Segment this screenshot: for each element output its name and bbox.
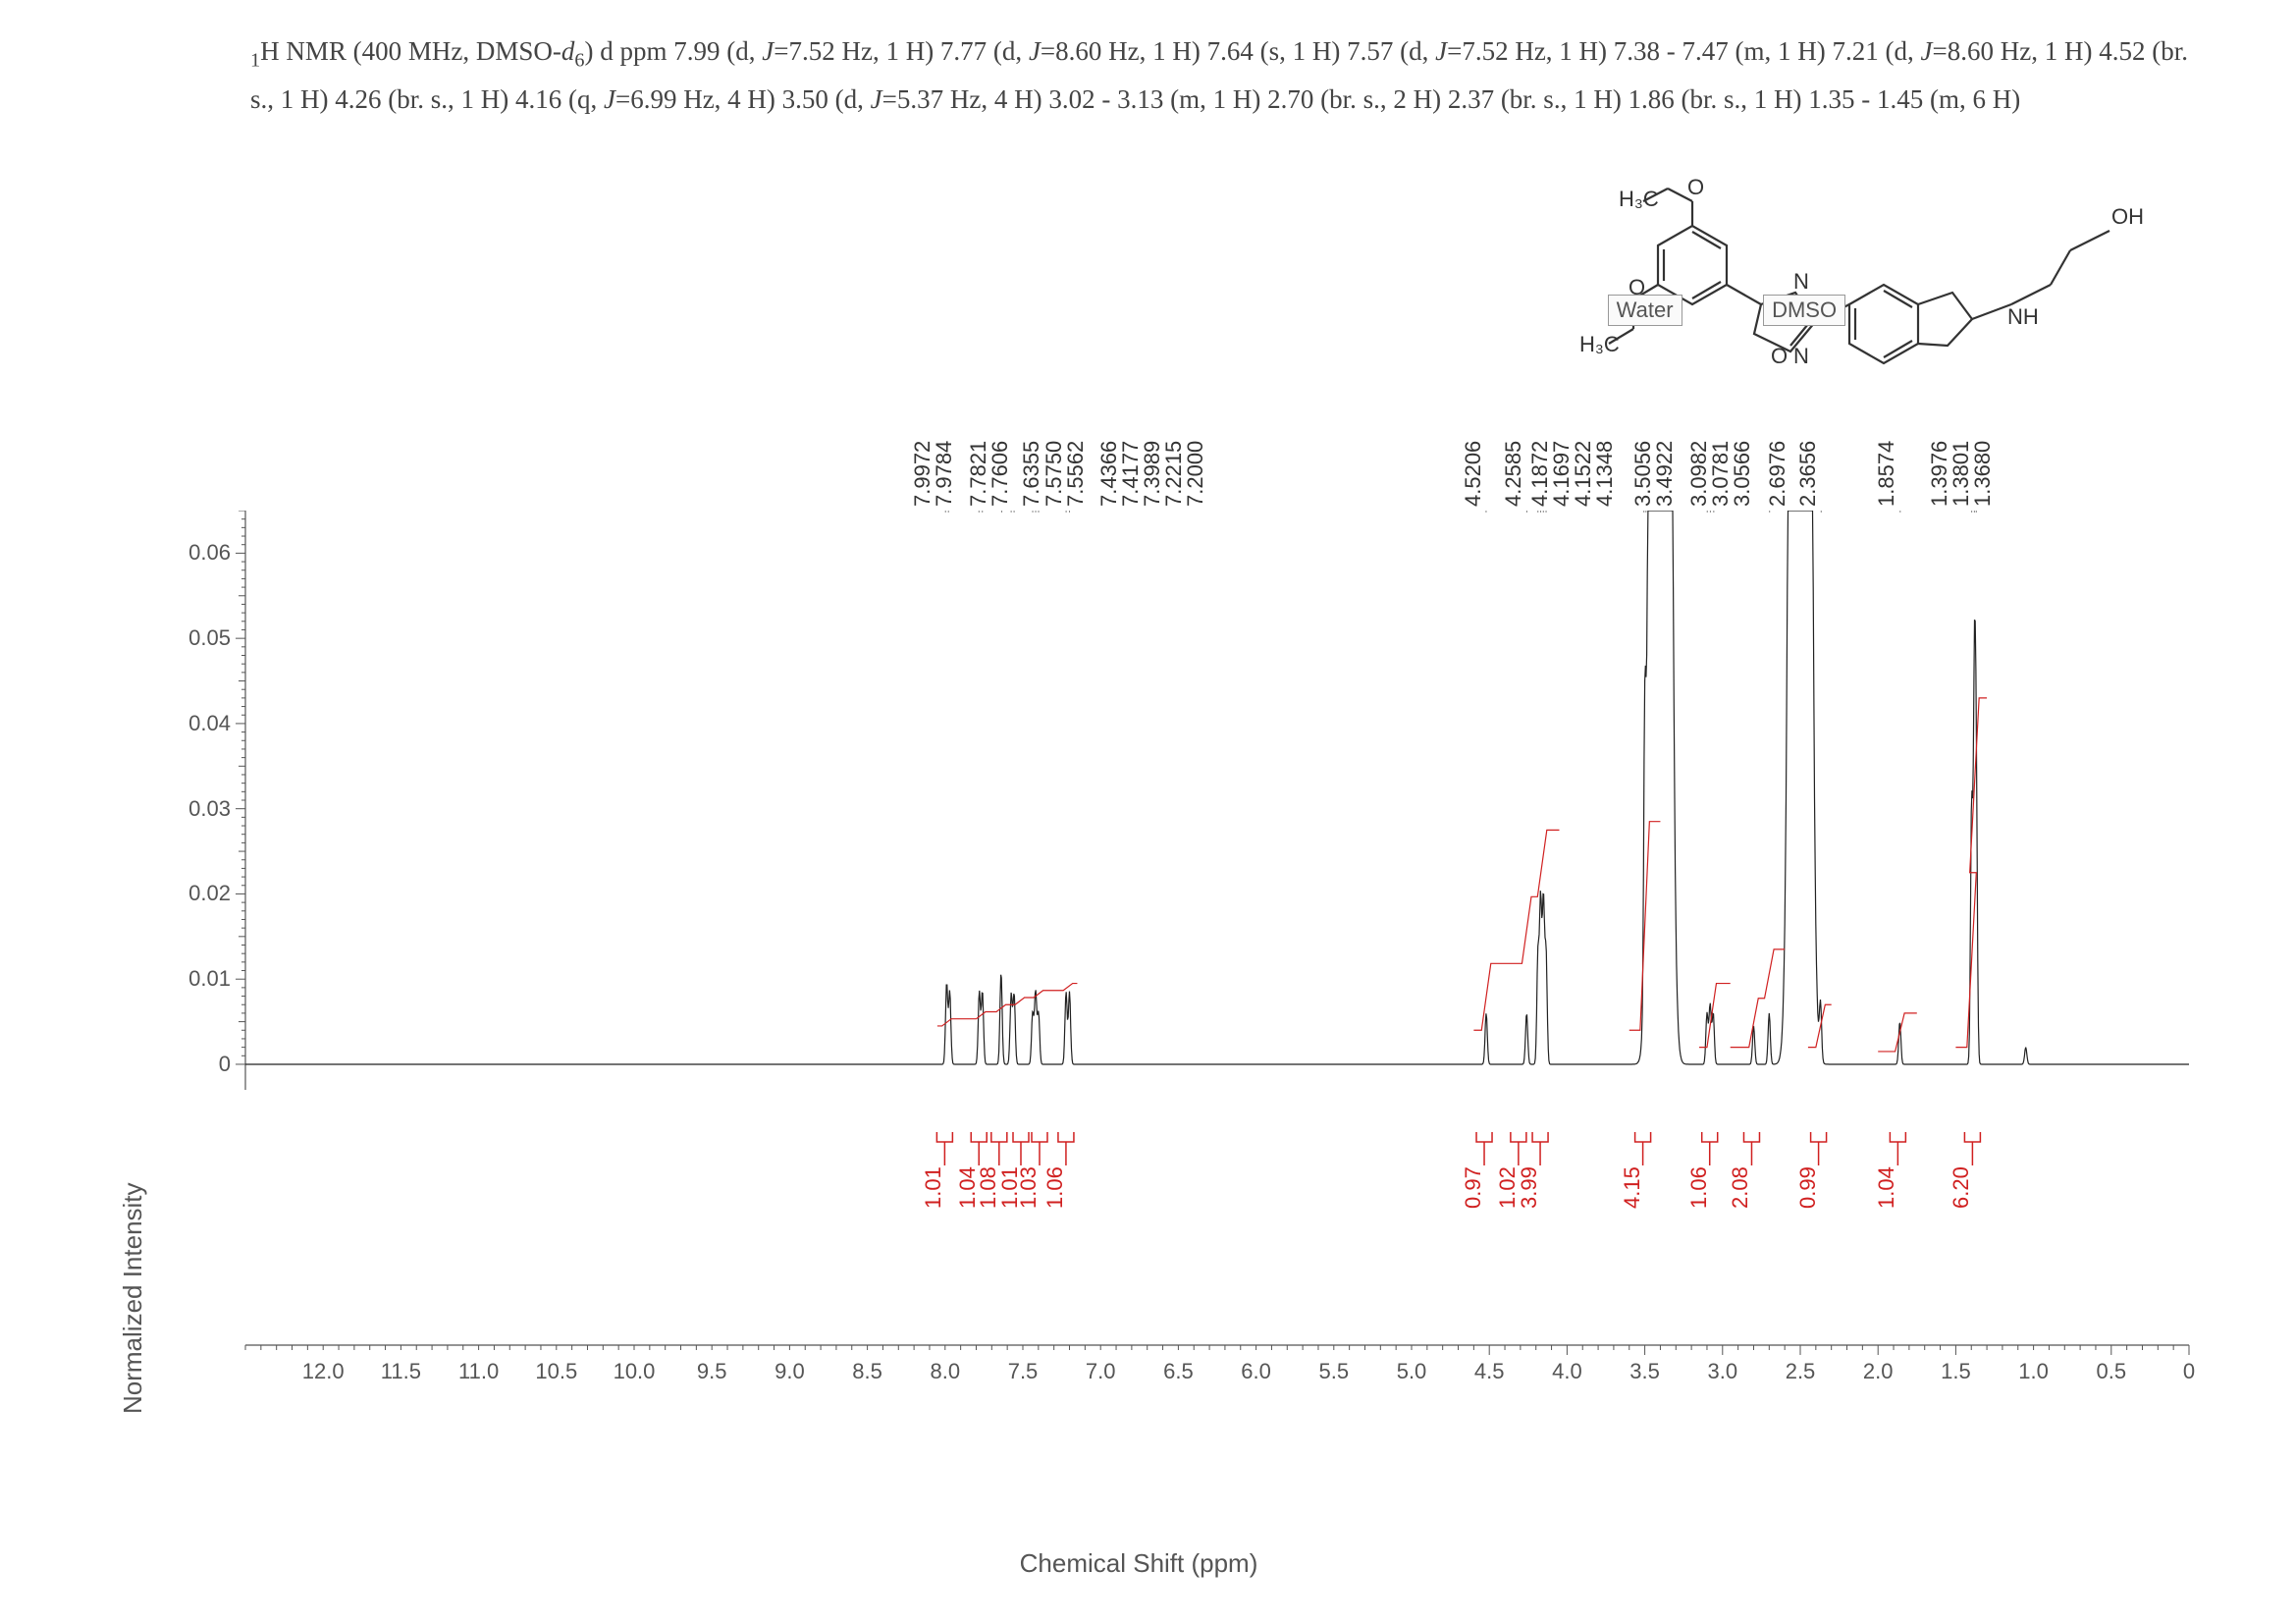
x-tick-label: 8.0: [931, 1359, 961, 1384]
x-tick-label: 0.5: [2097, 1359, 2127, 1384]
nmr-spectrum-chart: Normalized Intensity Chemical Shift (ppm…: [59, 511, 2218, 1591]
y-tick-label: 0.02: [152, 881, 231, 906]
x-tick-label: 5.0: [1397, 1359, 1427, 1384]
integral-value: 0.99: [1795, 1166, 1821, 1209]
svg-text:N: N: [1793, 269, 1809, 294]
x-tick-label: 11.0: [458, 1359, 499, 1384]
peak-label: 7.5562: [1063, 441, 1089, 507]
svg-text:O: O: [1771, 344, 1788, 368]
x-tick-label: 2.0: [1863, 1359, 1894, 1384]
svg-text:NH: NH: [2007, 304, 2039, 329]
x-tick-label: 11.5: [381, 1359, 421, 1384]
x-tick-label: 0: [2183, 1359, 2195, 1384]
svg-text:H₃C: H₃C: [1579, 332, 1620, 356]
svg-text:OH: OH: [2111, 204, 2144, 229]
x-tick-label: 10.0: [614, 1359, 656, 1384]
integral-value: 3.99: [1517, 1166, 1542, 1209]
peak-label: 2.6976: [1765, 441, 1790, 507]
x-tick-label: 9.0: [774, 1359, 805, 1384]
solvent-label: Water: [1608, 295, 1682, 326]
x-tick-label: 7.5: [1008, 1359, 1039, 1384]
nmr-header-text: 1H NMR (400 MHz, DMSO-d6) d ppm 7.99 (d,…: [250, 29, 2198, 123]
y-tick-label: 0.06: [152, 540, 231, 566]
peak-label: 4.2585: [1501, 441, 1526, 507]
x-tick-label: 1.0: [2018, 1359, 2049, 1384]
integral-value: 1.01: [921, 1166, 946, 1209]
integral-value: 4.15: [1620, 1166, 1645, 1209]
solvent-label: DMSO: [1763, 295, 1845, 326]
y-tick-label: 0.01: [152, 966, 231, 992]
peak-label: 7.7606: [988, 441, 1013, 507]
x-tick-label: 3.5: [1629, 1359, 1660, 1384]
x-tick-label: 8.5: [852, 1359, 882, 1384]
integral-value: 1.06: [1686, 1166, 1712, 1209]
svg-text:O: O: [1687, 177, 1704, 199]
x-tick-label: 4.0: [1552, 1359, 1582, 1384]
y-tick-label: 0.05: [152, 625, 231, 651]
integral-value: 0.97: [1461, 1166, 1486, 1209]
x-tick-label: 4.5: [1474, 1359, 1505, 1384]
x-tick-label: 9.5: [697, 1359, 727, 1384]
integral-value: 1.04: [1874, 1166, 1899, 1209]
peak-label: 2.3656: [1795, 441, 1821, 507]
x-tick-label: 7.0: [1086, 1359, 1116, 1384]
x-axis-label: Chemical Shift (ppm): [1020, 1548, 1258, 1579]
x-tick-label: 5.5: [1319, 1359, 1350, 1384]
x-tick-label: 3.0: [1708, 1359, 1738, 1384]
integral-value: 1.03: [1016, 1166, 1041, 1209]
x-tick-label: 10.5: [535, 1359, 577, 1384]
peak-label: 4.5206: [1461, 441, 1486, 507]
integral-value: 1.06: [1042, 1166, 1068, 1209]
peak-label: 3.0566: [1730, 441, 1755, 507]
integral-value: 2.08: [1728, 1166, 1753, 1209]
x-tick-label: 12.0: [302, 1359, 345, 1384]
peak-label: 1.3680: [1970, 441, 1996, 507]
y-tick-label: 0.04: [152, 711, 231, 736]
peak-label: 7.9784: [932, 441, 957, 507]
peak-label: 7.6355: [1019, 441, 1044, 507]
svg-text:H₃C: H₃C: [1619, 187, 1659, 211]
y-tick-label: 0.03: [152, 796, 231, 822]
x-tick-label: 6.5: [1163, 1359, 1194, 1384]
x-tick-label: 2.5: [1786, 1359, 1816, 1384]
peak-label: 3.4922: [1652, 441, 1678, 507]
x-tick-label: 1.5: [1941, 1359, 1971, 1384]
peak-label: 1.8574: [1874, 441, 1899, 507]
peak-label: 4.1348: [1592, 441, 1618, 507]
x-tick-label: 6.0: [1241, 1359, 1271, 1384]
peak-label: 7.2000: [1183, 441, 1208, 507]
integral-value: 6.20: [1949, 1166, 1974, 1209]
svg-text:N: N: [1793, 344, 1809, 368]
y-tick-label: 0: [152, 1052, 231, 1077]
